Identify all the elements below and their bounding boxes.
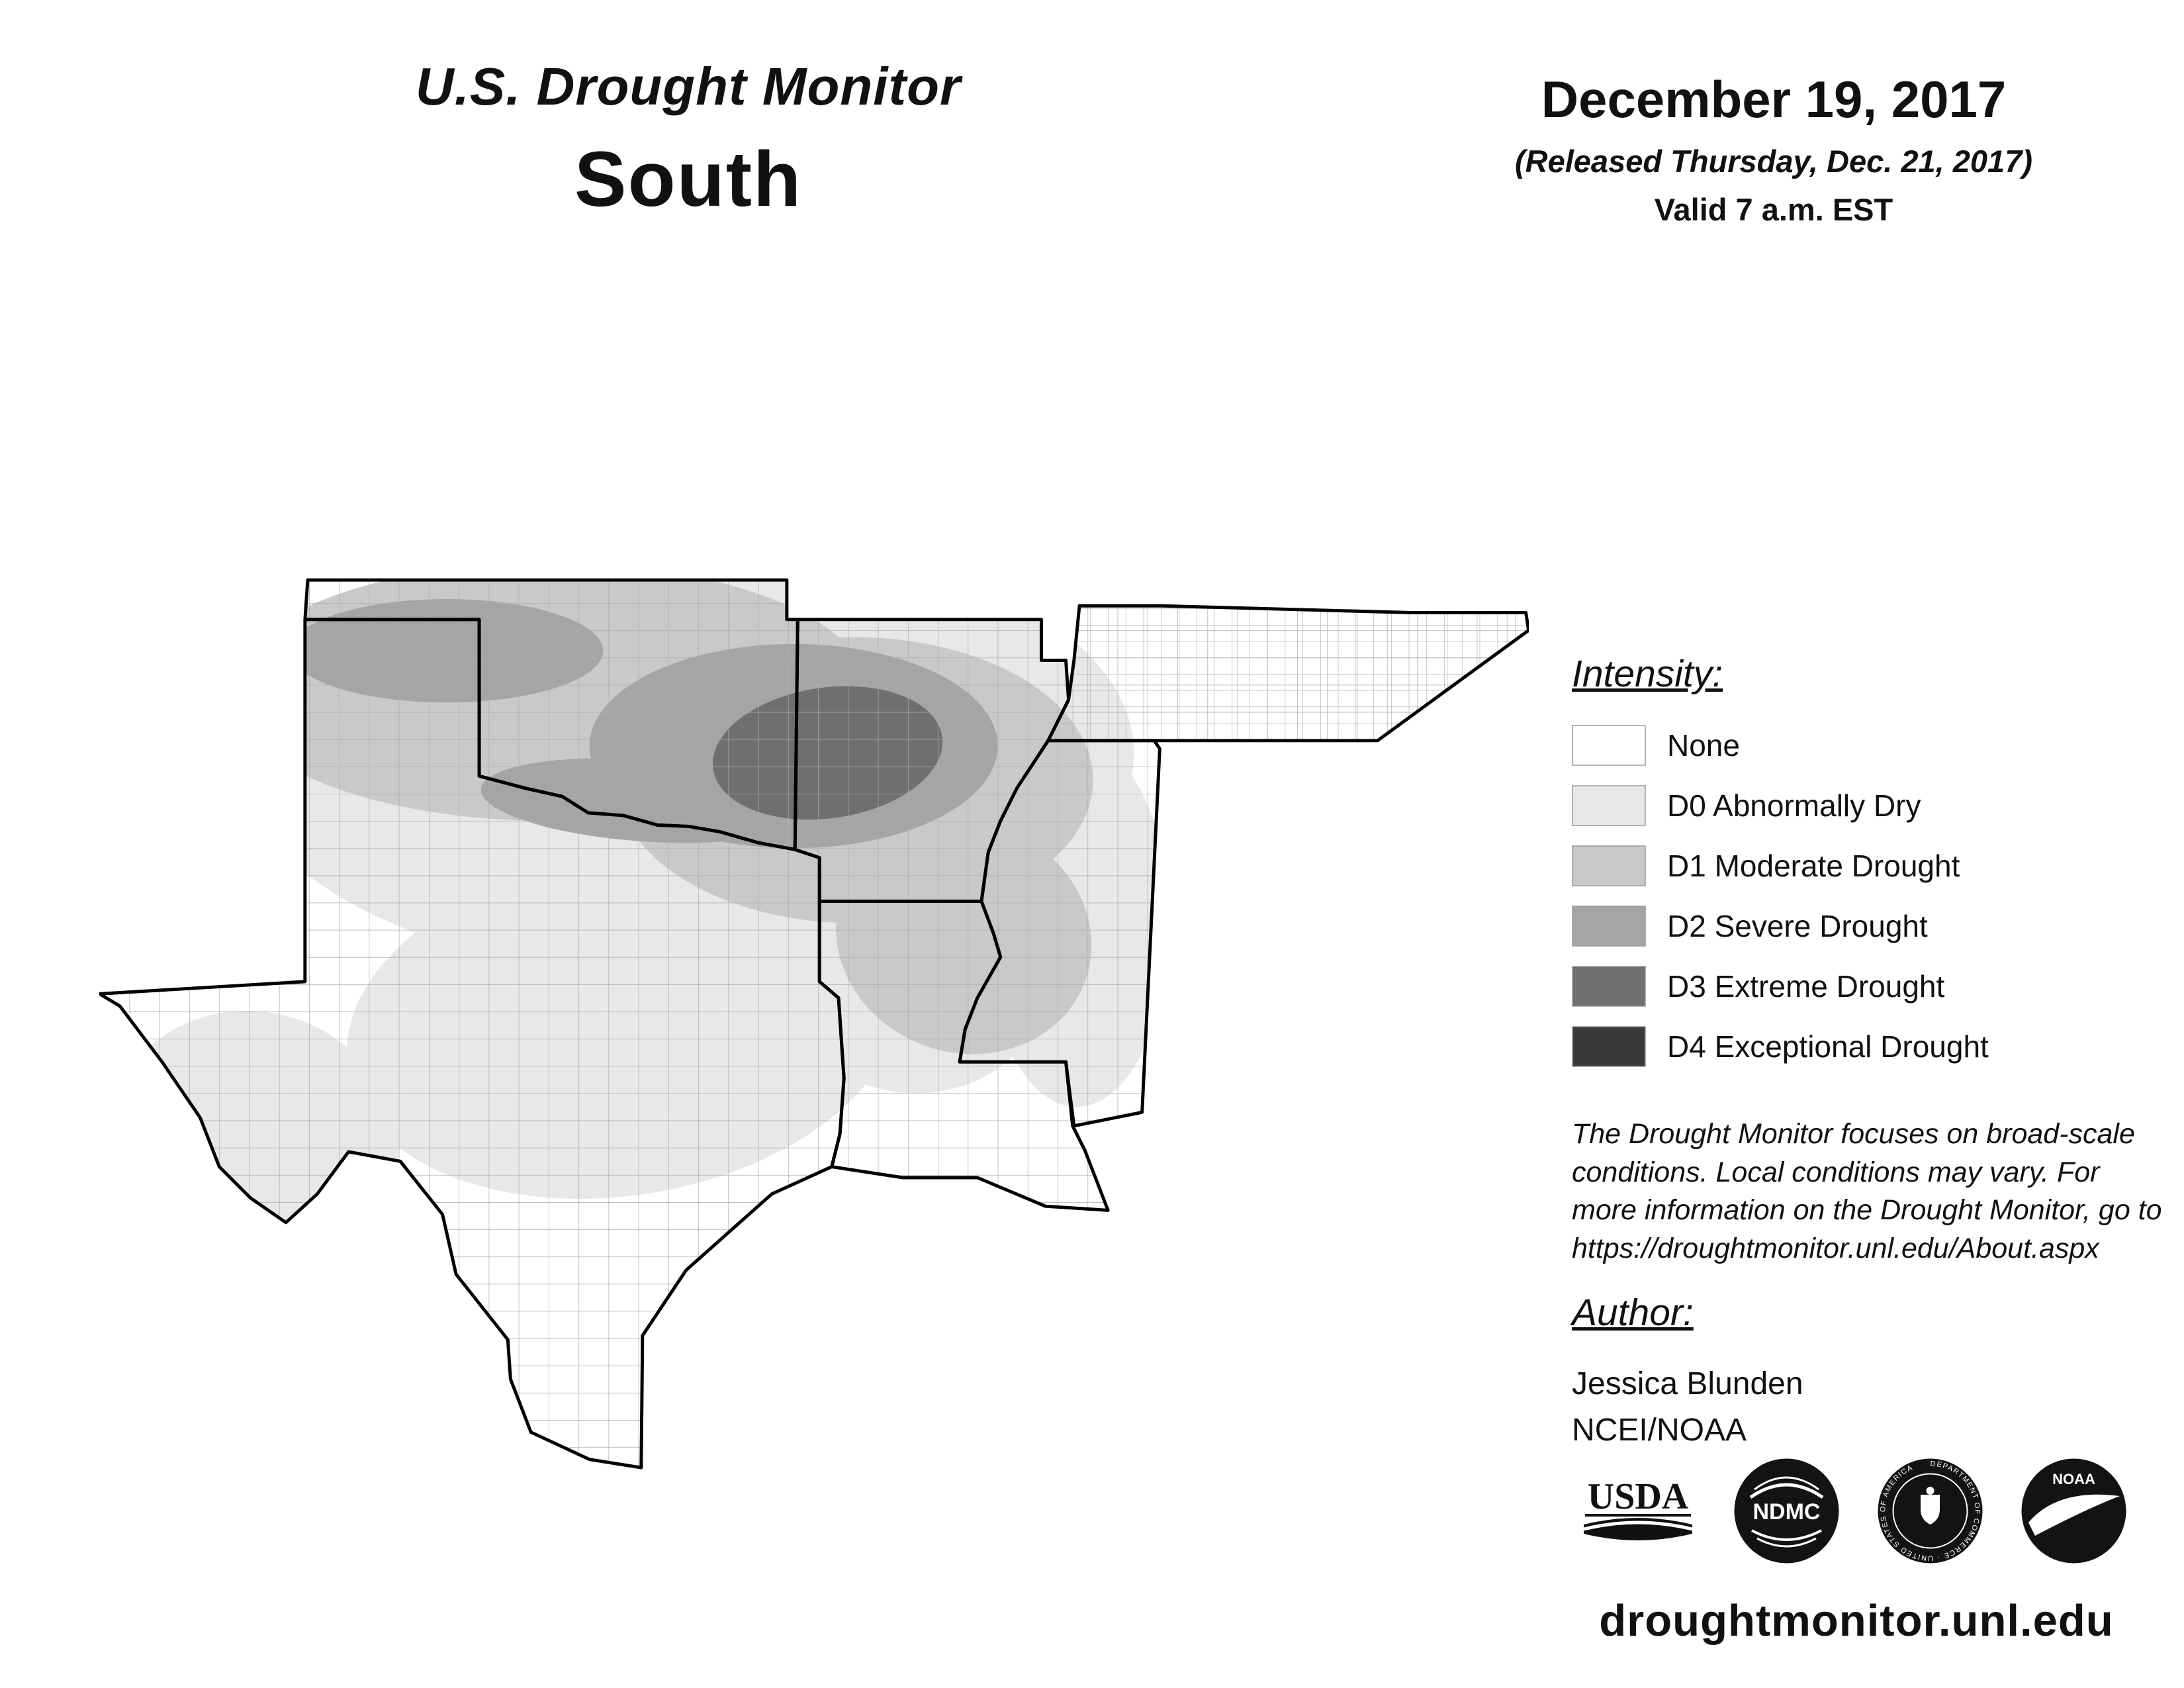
drought-map-svg: [99, 576, 1529, 1491]
legend-label-d0: D0 Abnormally Dry: [1667, 788, 1921, 823]
valid-time: Valid 7 a.m. EST: [1654, 192, 1893, 227]
site-url: droughtmonitor.unl.edu: [1599, 1596, 2114, 1646]
commerce-inner-ring: [1892, 1473, 1968, 1549]
ndmc-wave-bottom2: [1756, 1537, 1817, 1548]
legend-label-d4: D4 Exceptional Drought: [1667, 1029, 1989, 1064]
usda-wordmark: USDA: [1588, 1476, 1689, 1517]
legend-label-d3: D3 Extreme Drought: [1667, 969, 1945, 1004]
author-name: Jessica Blunden: [1572, 1366, 1803, 1401]
ndmc-wave-bottom: [1751, 1529, 1822, 1541]
author-affiliation: NCEI/NOAA: [1572, 1412, 1747, 1448]
ndmc-wave-top2: [1754, 1476, 1819, 1491]
usda-underline: [1585, 1513, 1691, 1517]
region-title: South: [574, 136, 803, 223]
commerce-eagle-shield-icon: [1921, 1495, 1940, 1524]
legend-label-d2: D2 Severe Drought: [1667, 909, 1928, 943]
author-block: Author: Jessica Blunden NCEI/NOAA: [1572, 1291, 1803, 1453]
ndmc-wordmark: NDMC: [1753, 1499, 1821, 1524]
noaa-wordmark: NOAA: [2052, 1471, 2095, 1487]
release-date: (Released Thursday, Dec. 21, 2017): [1515, 144, 2032, 179]
usda-logo: USDA: [1583, 1476, 1693, 1540]
ndmc-logo: NDMC: [1734, 1458, 1839, 1564]
drought-map: [99, 576, 1529, 1491]
legend-label-none: None: [1667, 728, 1740, 763]
commerce-logo: DEPARTMENT OF COMMERCE · UNITED STATES O…: [1878, 1458, 1983, 1564]
disclaimer-text: The Drought Monitor focuses on broad-sca…: [1572, 1118, 2162, 1264]
legend-swatch-d1: [1572, 845, 1646, 886]
legend-swatch-d3: [1572, 966, 1646, 1007]
legend-swatch-none: [1572, 725, 1646, 766]
intensity-legend: Intensity: None D0 Abnormally Dry D1 Mod…: [1572, 652, 2167, 1086]
legend-row-d3: D3 Extreme Drought: [1572, 966, 2167, 1007]
noaa-gull-icon: [2028, 1494, 2120, 1536]
legend-swatch-d2: [1572, 906, 1646, 947]
author-heading: Author:: [1572, 1291, 1694, 1334]
page-title: U.S. Drought Monitor: [415, 57, 962, 116]
logo-row: USDA NDMC DEPARTMENT OF COMMERCE · UNITE…: [1578, 1456, 2128, 1566]
usda-swoosh-stripe: [1583, 1521, 1693, 1530]
legend-label-d1: D1 Moderate Drought: [1667, 849, 1960, 883]
county-boundaries-fine: [1048, 606, 1529, 741]
commerce-eagle-head: [1926, 1487, 1934, 1495]
legend-row-d1: D1 Moderate Drought: [1572, 845, 2167, 886]
legend-row-none: None: [1572, 725, 2167, 766]
title-block: U.S. Drought Monitor South: [265, 56, 1112, 224]
legend-heading: Intensity:: [1572, 653, 1723, 695]
date-block: December 19, 2017 (Released Thursday, De…: [1396, 70, 2151, 228]
ndmc-wave-top: [1749, 1483, 1824, 1499]
legend-swatch-d0: [1572, 785, 1646, 826]
legend-row-d0: D0 Abnormally Dry: [1572, 785, 2167, 826]
legend-swatch-d4: [1572, 1026, 1646, 1067]
noaa-logo: NOAA: [2021, 1458, 2126, 1564]
legend-row-d2: D2 Severe Drought: [1572, 906, 2167, 947]
report-date: December 19, 2017: [1541, 70, 2007, 128]
legend-row-d4: D4 Exceptional Drought: [1572, 1026, 2167, 1067]
